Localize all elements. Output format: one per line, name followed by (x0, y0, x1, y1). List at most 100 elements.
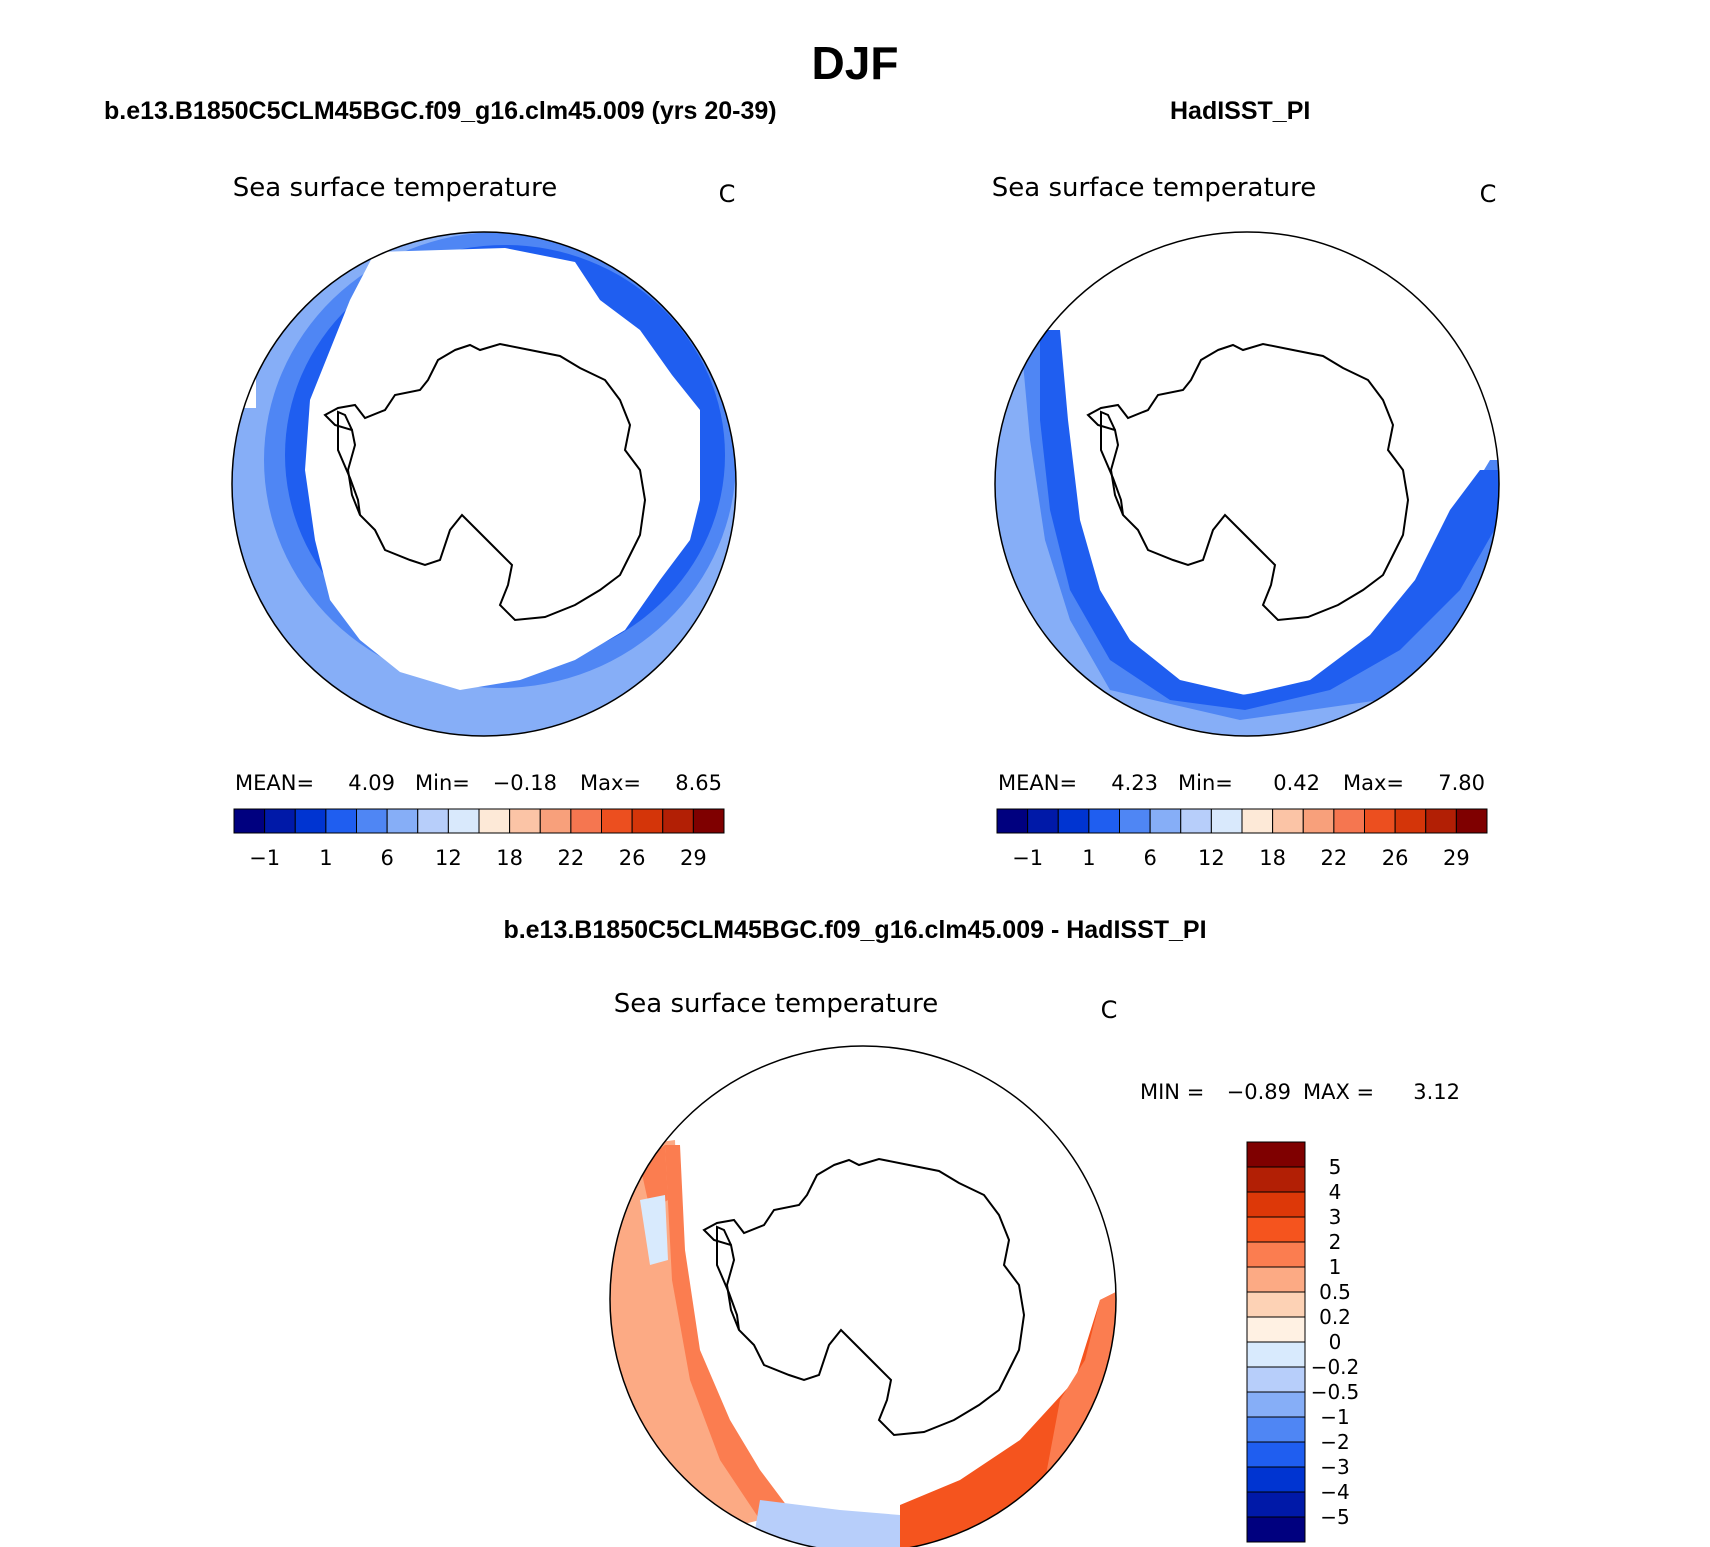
panel-1-min-value: −0.18 (493, 771, 557, 795)
colorbar-swatch (1119, 808, 1151, 834)
colorbar-swatch (1394, 808, 1427, 834)
colorbar-swatch (692, 808, 725, 834)
antarctica-outline (702, 1157, 1026, 1437)
colorbar-tick-label: −0.2 (1311, 1355, 1360, 1379)
panel-2-min-value: 0.42 (1273, 771, 1320, 795)
panel-3-colorbar (1246, 1141, 1306, 1543)
colorbar-tick-label: 6 (1143, 846, 1156, 870)
colorbar-tick-label: 3 (1329, 1205, 1342, 1229)
colorbar-tick-label: 1 (1329, 1255, 1342, 1279)
colorbar-tick-label: −1 (249, 846, 280, 870)
panel-1-colorbar (233, 808, 725, 834)
colorbar-swatch (1210, 808, 1243, 834)
colorbar-swatch (509, 808, 541, 834)
colorbar-swatch (478, 808, 511, 834)
colorbar-swatch (1246, 1141, 1306, 1168)
colorbar-tick-label: −3 (1320, 1455, 1349, 1479)
colorbar-tick-label: 18 (496, 846, 523, 870)
panel-2-units: C (1480, 180, 1497, 208)
panel-3-max-label: MAX = (1303, 1080, 1374, 1104)
panel-2-map (994, 231, 1500, 737)
panel-3: Sea surface temperature C MIN = −0.89 (609, 989, 1460, 1547)
panel-2-mean-value: 4.23 (1111, 771, 1158, 795)
colorbar-swatch (1246, 1291, 1306, 1318)
colorbar-swatch (325, 808, 357, 834)
panel-1-units: C (719, 180, 736, 208)
colorbar-tick-label: 29 (1443, 846, 1470, 870)
panel-2-max-label: Max= (1343, 771, 1404, 795)
colorbar-swatch (1272, 808, 1304, 834)
antarctic-peninsula (337, 410, 361, 516)
colorbar-tick-label: −1 (1320, 1405, 1349, 1429)
colorbar-tick-label: 12 (1198, 846, 1225, 870)
colorbar-tick-label: 0 (1329, 1330, 1342, 1354)
panel-3-title: b.e13.B1850C5CLM45BGC.f09_g16.clm45.009 … (503, 916, 1207, 944)
colorbar-swatch (1246, 1241, 1306, 1268)
diff-warm-band (665, 1145, 790, 1520)
panel-1-subtitle: Sea surface temperature (233, 173, 557, 203)
colorbar-swatch (1246, 1491, 1306, 1518)
colorbar-tick-label: 5 (1329, 1155, 1342, 1179)
colorbar-swatch (1246, 1166, 1306, 1193)
colorbar-swatch (1180, 808, 1212, 834)
figure-title: DJF (811, 37, 899, 89)
colorbar-swatch (1333, 808, 1365, 834)
colorbar-swatch (264, 808, 296, 834)
colorbar-swatch (1246, 1216, 1306, 1243)
colorbar-tick-label: 4 (1329, 1180, 1342, 1204)
panel-3-min-label: MIN = (1140, 1080, 1204, 1104)
colorbar-tick-label: 6 (380, 846, 393, 870)
colorbar-swatch (1246, 1341, 1306, 1368)
panel-3-subtitle: Sea surface temperature (614, 989, 938, 1019)
colorbar-swatch (601, 808, 633, 834)
colorbar-swatch (1057, 808, 1090, 834)
panel-1-mean-value: 4.09 (348, 771, 395, 795)
colorbar-tick-label: 22 (1321, 846, 1348, 870)
panel-2-colorbar (996, 808, 1488, 834)
panel-2-subtitle: Sea surface temperature (992, 173, 1316, 203)
panel-3-map-border (609, 1045, 1117, 1547)
colorbar-swatch (1246, 1266, 1306, 1293)
colorbar-tick-label: 1 (319, 846, 332, 870)
colorbar-swatch (1027, 808, 1059, 834)
diff-cool-patch (640, 1195, 668, 1265)
colorbar-tick-label: −2 (1320, 1430, 1349, 1454)
panel-1-map-border (231, 231, 737, 737)
panel-1-mean-label: MEAN= (235, 771, 314, 795)
colorbar-swatch (1246, 1391, 1306, 1418)
colorbar-tick-label: 29 (680, 846, 707, 870)
colorbar-swatch (386, 808, 419, 834)
colorbar-swatch (1246, 1366, 1306, 1393)
colorbar-swatch (1302, 808, 1335, 834)
panel-2: Sea surface temperature C MEAN= 4.23 Min… (992, 173, 1500, 870)
colorbar-tick-label: −0.5 (1311, 1380, 1360, 1404)
colorbar-tick-label: −5 (1320, 1505, 1349, 1529)
panel-1-colorbar-ticks: −1 1 6 12 18 22 26 29 (249, 846, 707, 870)
panel-2-map-border (994, 231, 1500, 737)
colorbar-swatch (1241, 808, 1274, 834)
colorbar-swatch (294, 808, 327, 834)
colorbar-swatch (1246, 1316, 1306, 1343)
colorbar-swatch (996, 808, 1029, 834)
diff-cool-band (750, 1500, 910, 1547)
antarctic-peninsula (1100, 410, 1124, 516)
panel-2-max-value: 7.80 (1438, 771, 1485, 795)
panel-2-title: HadISST_PI (1170, 97, 1311, 125)
colorbar-tick-label: 0.5 (1319, 1280, 1351, 1304)
colorbar-tick-label: 2 (1329, 1230, 1342, 1254)
panel-3-min-value: −0.89 (1227, 1080, 1291, 1104)
panel-1-max-label: Max= (580, 771, 641, 795)
antarctica-outline (323, 342, 647, 622)
colorbar-swatch (1246, 1516, 1306, 1543)
colorbar-tick-label: 12 (435, 846, 462, 870)
colorbar-swatch (631, 808, 664, 834)
colorbar-swatch (539, 808, 572, 834)
colorbar-swatch (1088, 808, 1120, 834)
colorbar-swatch (1425, 808, 1457, 834)
panel-1-min-label: Min= (415, 771, 470, 795)
colorbar-swatch (662, 808, 694, 834)
colorbar-swatch (1246, 1416, 1306, 1443)
colorbar-swatch (1149, 808, 1182, 834)
